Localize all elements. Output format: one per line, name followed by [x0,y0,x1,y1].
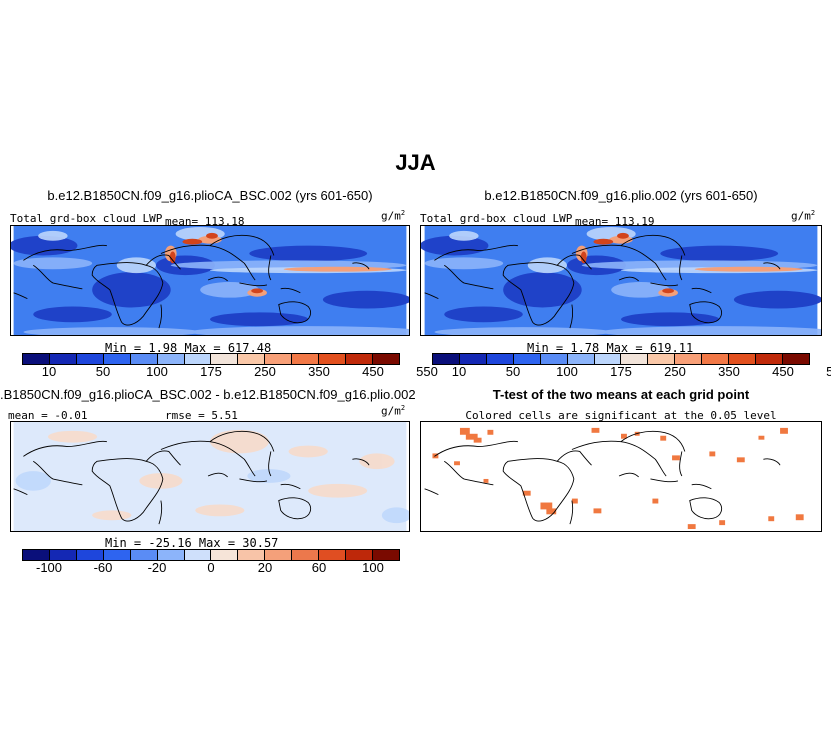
figure-title: JJA [395,150,436,175]
colorbar-box [675,354,703,364]
colorbar-box [23,354,50,364]
colorbar-top-left [22,353,400,365]
lwp-field-top-right [421,226,821,335]
colorbar-tick-label: 550 [826,364,831,379]
colorbar-tick-label: 175 [200,364,222,379]
colorbar-tick-label: 100 [146,364,168,379]
colorbar-box [319,354,347,364]
colorbar-box [756,354,783,364]
colorbar-box [346,354,373,364]
colorbar-tick-label: 250 [254,364,276,379]
colorbar-box [513,354,541,364]
mean-label-top-left: mean= 113.18 [165,215,245,228]
mean-label-top-right: mean= 113.19 [575,215,655,228]
colorbar-box [621,354,649,364]
map-top-right [420,225,822,336]
colorbar-box [49,550,77,560]
rmse-label-bottom-left: rmse = 5.51 [165,409,238,422]
panel-title-bottom-left: .B1850CN.f09_g16.plioCA_BSC.002 - b.e12.… [0,387,416,402]
colorbar-box [238,550,266,560]
colorbar-box [372,354,399,364]
colorbar-tick-label: 100 [362,560,384,575]
map-bottom-right [420,421,822,532]
colorbar-box [782,354,809,364]
units-label-top-right: g/m2 [791,209,816,223]
colorbar-box [211,354,239,364]
variable-label-top-left: Total grd-box cloud LWP [10,212,163,225]
colorbar-tick-label: 450 [362,364,384,379]
colorbar-box [76,550,104,560]
colorbar-tick-label: 450 [772,364,794,379]
minmax-bottom-left: Min = -25.16 Max = 30.57 [105,536,279,550]
colorbar-tick-label: 50 [505,364,521,379]
colorbar-box [103,550,131,560]
colorbar-box [184,550,212,560]
panel-subtitle-bottom-right: Colored cells are significant at the 0.0… [465,409,777,422]
minmax-top-right: Min = 1.78 Max = 619.11 [527,341,694,355]
minmax-top-left: Min = 1.98 Max = 617.48 [105,341,272,355]
colorbar-box [433,354,460,364]
colorbar-tick-label: 10 [451,364,467,379]
variable-label-top-right: Total grd-box cloud LWP [420,212,573,225]
panel-title-top-right: b.e12.B1850CN.f09_g16.plio.002 (yrs 601-… [484,188,758,203]
colorbar-box [594,354,622,364]
colorbar-box [648,354,676,364]
colorbar-box [76,354,104,364]
colorbar-box [157,354,185,364]
colorbar-box [130,550,158,560]
colorbar-bottom-left [22,549,400,561]
colorbar-box [49,354,77,364]
significance-map [424,422,818,531]
colorbar-box [319,550,347,560]
lwp-field-top-left [11,226,409,335]
colorbar-tick-label: 175 [610,364,632,379]
colorbar-box [265,354,293,364]
colorbar-box [157,550,185,560]
colorbar-box [238,354,266,364]
colorbar-box [372,550,399,560]
colorbar-tick-label: -100 [35,560,63,575]
colorbar-tick-label: 100 [556,364,578,379]
colorbar-box [459,354,487,364]
colorbar-tick-label: -60 [93,560,113,575]
colorbar-box [103,354,131,364]
colorbar-tick-label: 10 [41,364,57,379]
panel-title-top-left: b.e12.B1850CN.f09_g16.plioCA_BSC.002 (yr… [47,188,373,203]
colorbar-top-right [432,353,810,365]
colorbar-tick-label: 350 [308,364,330,379]
colorbar-tick-label: 50 [95,364,111,379]
colorbar-tick-label: 0 [207,560,215,575]
colorbar-tick-label: 550 [416,364,438,379]
colorbar-box [729,354,757,364]
colorbar-box [211,550,239,560]
colorbar-box [346,550,373,560]
colorbar-box [184,354,212,364]
difference-field [13,422,409,531]
colorbar-box [486,354,514,364]
colorbar-box [265,550,293,560]
colorbar-tick-label: 20 [257,560,273,575]
colorbar-box [540,354,568,364]
map-bottom-left [10,421,410,532]
colorbar-box [23,550,50,560]
map-top-left [10,225,410,336]
colorbar-box [130,354,158,364]
colorbar-tick-label: -20 [147,560,167,575]
colorbar-tick-label: 60 [311,560,327,575]
colorbar-box [292,354,320,364]
colorbar-tick-label: 350 [718,364,740,379]
colorbar-box [702,354,730,364]
units-label-bottom-left: g/m2 [381,404,406,418]
mean-label-bottom-left: mean = -0.01 [8,409,88,422]
panel-title-bottom-right: T-test of the two means at each grid poi… [492,387,750,402]
colorbar-box [567,354,595,364]
colorbar-box [292,550,320,560]
units-label-top-left: g/m2 [381,209,406,223]
colorbar-tick-label: 250 [664,364,686,379]
